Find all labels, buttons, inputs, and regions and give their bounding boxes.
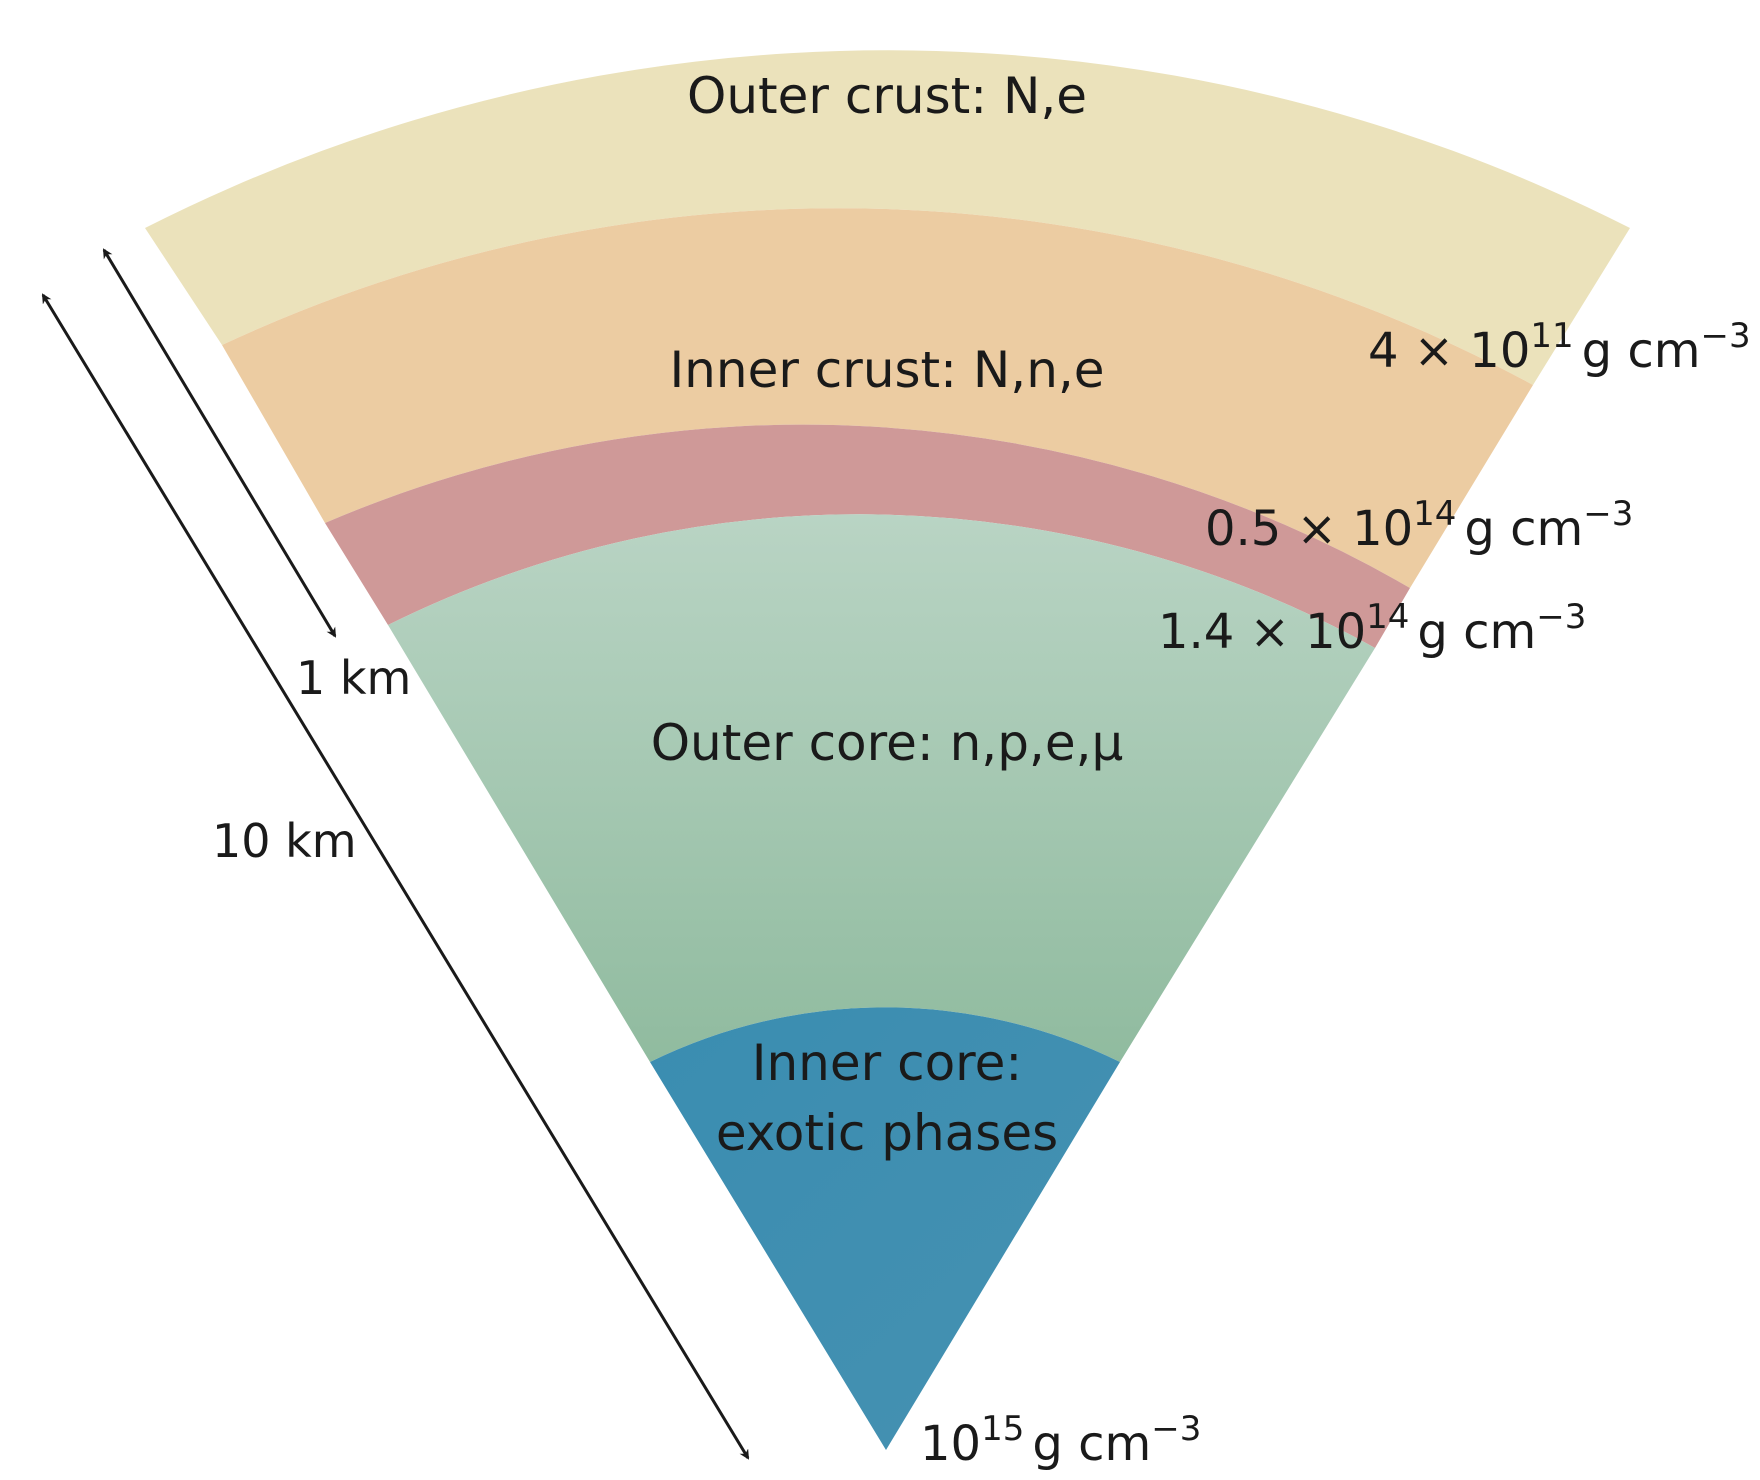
radius-label: 10 km — [212, 814, 357, 868]
density-2-mantissa: 0.5 × 10 — [1205, 501, 1413, 557]
density-2-exponent: 14 — [1413, 494, 1456, 534]
inner-core-label-line2: exotic phases — [716, 1104, 1058, 1162]
density-label-3: 1.4 × 1014 g cm−3 — [1158, 597, 1586, 660]
density-3-exponent: 14 — [1366, 597, 1409, 637]
density-label-1: 4 × 1011 g cm−3 — [1368, 316, 1751, 379]
density-4-unit-exponent: −3 — [1151, 1409, 1201, 1449]
density-3-unit: g cm — [1417, 604, 1536, 660]
density-4-mantissa: 10 — [920, 1416, 981, 1472]
outer-crust-band — [145, 50, 1630, 385]
density-1-exponent: 11 — [1530, 316, 1573, 356]
inner-core-region — [650, 1007, 1120, 1450]
density-2-unit-exponent: −3 — [1583, 494, 1633, 534]
density-1-mantissa: 4 × 10 — [1368, 323, 1530, 379]
density-1-unit: g cm — [1582, 323, 1701, 379]
outer-core-label: Outer core: n,p,e,μ — [651, 714, 1124, 772]
density-label-2: 0.5 × 1014 g cm−3 — [1205, 494, 1633, 557]
density-3-mantissa: 1.4 × 10 — [1158, 604, 1366, 660]
crust-thickness-label: 1 km — [296, 651, 411, 705]
density-3-unit-exponent: −3 — [1536, 597, 1586, 637]
density-4-unit: g cm — [1032, 1416, 1151, 1472]
outer-crust-label: Outer crust: N,e — [687, 67, 1087, 125]
density-2-unit: g cm — [1464, 501, 1583, 557]
inner-crust-label: Inner crust: N,n,e — [669, 341, 1104, 399]
density-1-unit-exponent: −3 — [1701, 316, 1751, 356]
outer-core-region — [388, 514, 1375, 1062]
density-4-exponent: 15 — [981, 1409, 1024, 1449]
inner-core-label-line1: Inner core: — [752, 1034, 1022, 1092]
density-label-4: 1015 g cm−3 — [920, 1409, 1201, 1472]
radius-arrow — [41, 293, 750, 1460]
